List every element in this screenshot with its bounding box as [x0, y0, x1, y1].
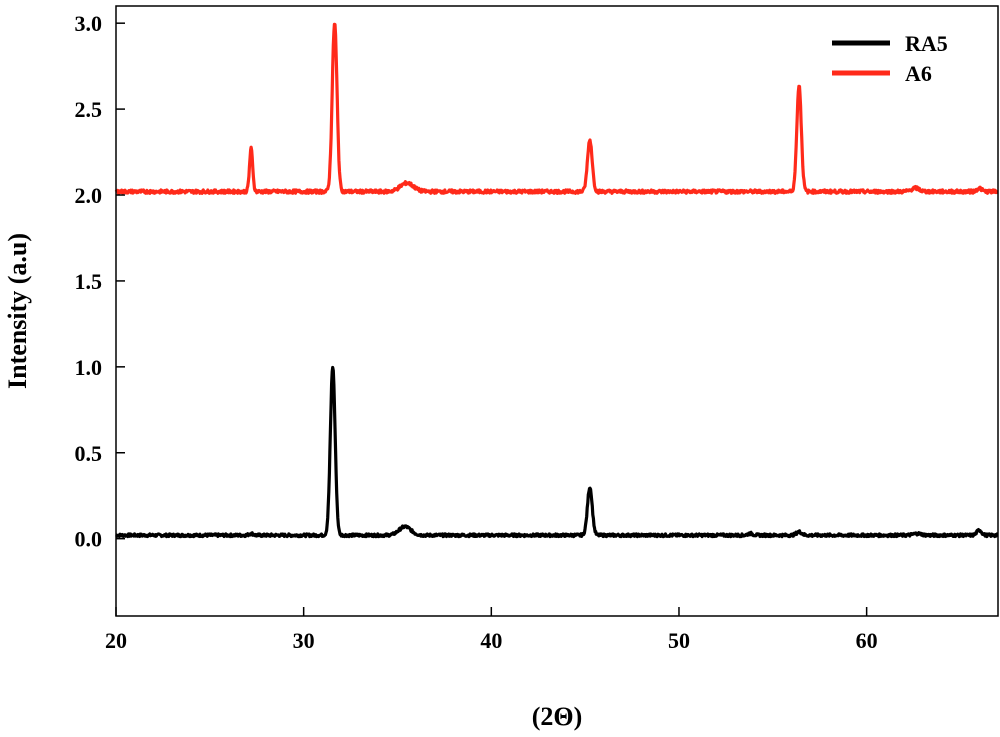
- y-axis-title: Intensity (a.u): [3, 233, 32, 389]
- y-tick-label: 3.0: [75, 11, 103, 36]
- legend-label-ra5: RA5: [905, 31, 948, 56]
- series-layer: [114, 22, 999, 539]
- x-tick-label: 50: [668, 628, 690, 653]
- y-tick-label: 0.0: [75, 527, 103, 552]
- series-line-ra5: [114, 365, 999, 539]
- axes-layer: 20 30 40 50 60 0.0 0.5 1.0 1.5 2.0 2.5 3.0: [75, 11, 878, 653]
- y-tick-label: 1.0: [75, 355, 103, 380]
- x-tick-label: 20: [105, 628, 127, 653]
- y-tick-label: 0.5: [75, 441, 103, 466]
- x-tick-label: 30: [293, 628, 315, 653]
- legend-label-a6: A6: [905, 61, 932, 86]
- plot-frame: [115, 5, 999, 617]
- series-line-a6: [114, 22, 999, 195]
- x-axis-title: (2Θ): [532, 702, 583, 731]
- x-tick-label: 40: [480, 628, 502, 653]
- x-tick-label: 60: [856, 628, 878, 653]
- y-tick-label: 1.5: [75, 269, 103, 294]
- y-tick-label: 2.5: [75, 97, 103, 122]
- y-tick-label: 2.0: [75, 183, 103, 208]
